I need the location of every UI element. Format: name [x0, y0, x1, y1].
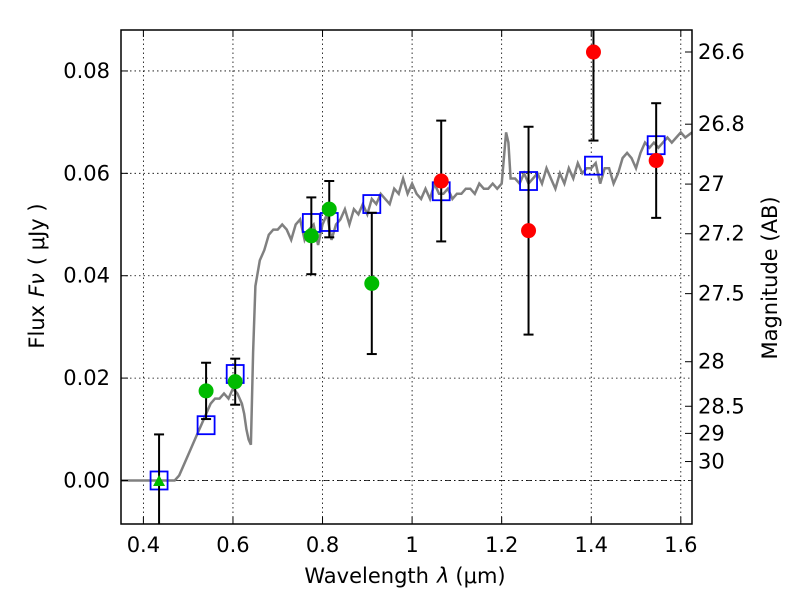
y-tick-label: 0.02 [63, 366, 110, 390]
green-data-point [321, 201, 337, 217]
y-tick-label: 0.04 [63, 264, 110, 288]
green-data-point [198, 383, 214, 399]
y-axis-ticks: 0.00 0.02 0.04 0.06 0.08 [63, 59, 128, 492]
green-data-point [364, 275, 380, 291]
magnitude-tick-label: 30 [698, 450, 725, 474]
y-axis-label-main: Flux [25, 305, 49, 349]
y-axis-label-unit: ( μJy ) [25, 203, 49, 265]
x-axis-label: Wavelength λ (μm) [304, 564, 505, 588]
magnitude-tick-label: 27 [698, 172, 725, 196]
magnitude-tick-label: 26.8 [698, 112, 745, 136]
y-tick-label: 0.08 [63, 59, 110, 83]
magnitude-axis-ticks: 26.6 26.8 27 27.2 27.5 28 28.5 29 30 [685, 40, 745, 474]
y-axis-label: Flux Fν ( μJy ) [25, 203, 49, 348]
magnitude-tick-label: 28.5 [698, 394, 745, 418]
magnitude-tick-label: 27.2 [698, 222, 745, 246]
x-axis-ticks: 0.4 0.6 0.8 1 1.2 1.4 1.6 [127, 30, 698, 557]
x-tick-label: 1.2 [485, 533, 518, 557]
red-data-point [585, 44, 601, 60]
magnitude-axis-label: Magnitude (AB) [758, 196, 782, 359]
red-data-point [521, 223, 537, 239]
upper-limit-marker [153, 475, 166, 487]
x-axis-label-main: Wavelength [304, 564, 429, 588]
model-flux-square [584, 155, 603, 176]
plot-frame [120, 29, 693, 525]
x-axis-label-symbol: λ [436, 564, 449, 588]
x-tick-label: 0.4 [127, 533, 160, 557]
x-axis-label-unit: (μm) [455, 564, 505, 588]
red-data-point [648, 153, 664, 169]
grid-lines [121, 30, 692, 524]
model-spectrum-line [121, 130, 692, 482]
magnitude-tick-label: 27.5 [698, 282, 745, 306]
x-tick-label: 0.6 [216, 533, 249, 557]
magnitude-tick-label: 26.6 [698, 40, 745, 64]
data-marks [149, 30, 666, 524]
x-tick-label: 0.8 [306, 533, 339, 557]
green-data-point [303, 228, 319, 244]
magnitude-tick-label: 29 [698, 421, 725, 445]
x-tick-label: 1.4 [575, 533, 608, 557]
green-data-point [227, 374, 243, 390]
magnitude-tick-label: 28 [698, 350, 725, 374]
x-tick-label: 1 [405, 533, 418, 557]
red-data-point [433, 173, 449, 189]
y-tick-label: 0.00 [63, 468, 110, 492]
y-axis-label-symbol: Fν [25, 273, 49, 297]
x-tick-label: 1.6 [664, 533, 697, 557]
y-tick-label: 0.06 [63, 161, 110, 185]
